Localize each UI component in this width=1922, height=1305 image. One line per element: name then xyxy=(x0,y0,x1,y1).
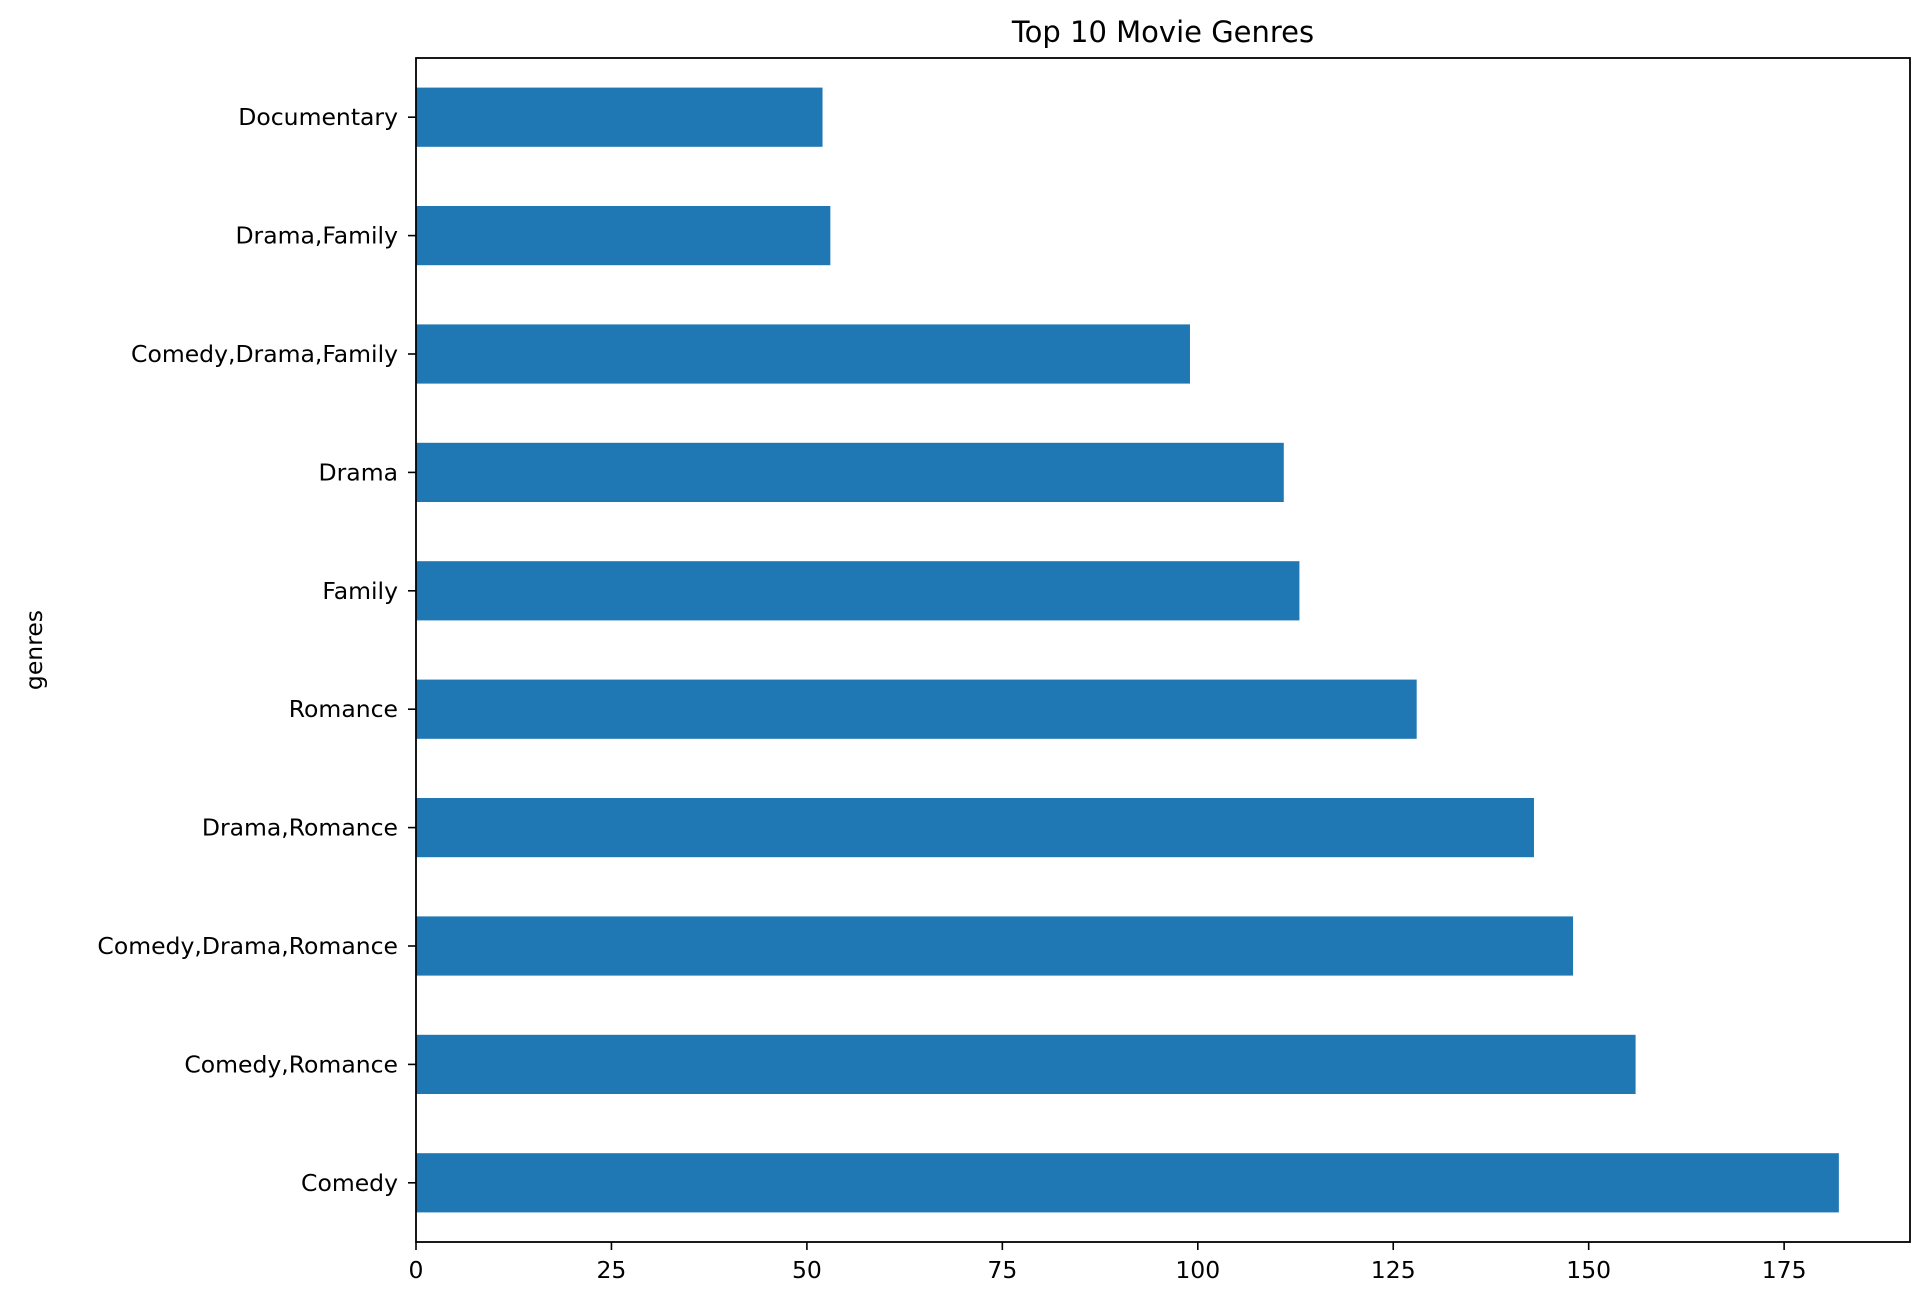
x-tick-label-150: 150 xyxy=(1566,1256,1611,1284)
bar-comedy xyxy=(416,1153,1839,1213)
y-axis-label: genres xyxy=(20,610,48,690)
bar-documentary xyxy=(416,87,823,147)
y-tick-label-comedy: Comedy xyxy=(301,1169,398,1197)
x-axis-ticks: 0 25 50 75 100 125 150 175 xyxy=(409,1242,1807,1284)
y-tick-label-family: Family xyxy=(322,577,398,605)
bar-comedy-drama-family xyxy=(416,324,1190,384)
y-tick-label-drama: Drama xyxy=(319,458,398,486)
bar-drama-family xyxy=(416,206,831,266)
y-tick-label-documentary: Documentary xyxy=(238,103,398,131)
x-tick-label-175: 175 xyxy=(1762,1256,1807,1284)
y-tick-label-drama-family: Drama,Family xyxy=(235,222,398,250)
y-tick-label-comedy-drama-romance: Comedy,Drama,Romance xyxy=(97,932,398,960)
x-tick-label-75: 75 xyxy=(987,1256,1017,1284)
x-tick-label-125: 125 xyxy=(1371,1256,1416,1284)
bar-comedy-drama-romance xyxy=(416,916,1574,976)
y-axis-ticks: Comedy Comedy,Romance Comedy,Drama,Romance… xyxy=(97,103,416,1197)
x-tick-label-0: 0 xyxy=(409,1256,424,1284)
bar-drama xyxy=(416,442,1284,502)
bar-comedy-romance xyxy=(416,1034,1636,1094)
x-tick-label-100: 100 xyxy=(1175,1256,1220,1284)
bar-romance xyxy=(416,679,1417,739)
x-tick-label-25: 25 xyxy=(596,1256,626,1284)
y-tick-label-drama-romance: Drama,Romance xyxy=(202,814,398,842)
y-tick-label-romance: Romance xyxy=(289,695,398,723)
bar-drama-romance xyxy=(416,798,1534,858)
x-tick-label-50: 50 xyxy=(792,1256,822,1284)
chart-title: Top 10 Movie Genres xyxy=(1011,15,1314,49)
y-tick-label-comedy-romance: Comedy,Romance xyxy=(184,1050,398,1078)
bars-group xyxy=(416,87,1839,1213)
y-tick-label-comedy-drama-family: Comedy,Drama,Family xyxy=(131,340,398,368)
plot-frame xyxy=(415,57,1911,1243)
bar-family xyxy=(416,561,1300,621)
